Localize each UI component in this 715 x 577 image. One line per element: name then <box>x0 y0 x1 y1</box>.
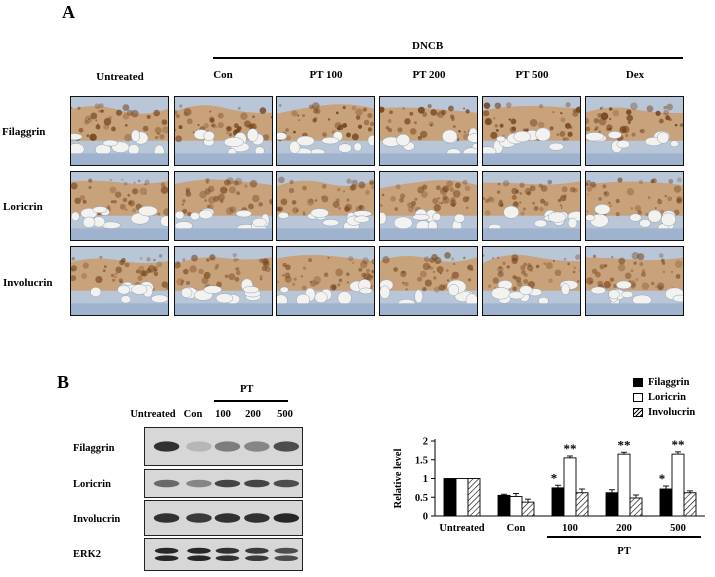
lane-label-500: 500 <box>277 409 293 420</box>
micrograph-involucrin-con <box>174 246 273 316</box>
bar-loricrin-con <box>509 496 523 517</box>
column-label-con: Con <box>213 69 233 81</box>
row-label-filaggrin: Filaggrin <box>2 126 46 138</box>
legend-label-filaggrin: Filaggrin <box>648 377 690 388</box>
panel-a-letter: A <box>62 2 75 22</box>
micrograph-involucrin-untreated <box>70 246 169 316</box>
bar-involucrin-100 <box>575 492 589 517</box>
legend-label-involucrin: Involucrin <box>648 407 696 418</box>
y-tick-label: 0 <box>423 512 428 523</box>
x-tick-label: 100 <box>562 523 578 534</box>
lane-label-untreated: Untreated <box>130 409 176 420</box>
bar-filaggrin-untreated <box>443 478 457 517</box>
bar-loricrin-untreated <box>455 478 469 517</box>
bar-involucrin-500 <box>683 492 697 517</box>
legend-item-loricrin: Loricrin <box>633 392 686 404</box>
bar-involucrin-200 <box>629 497 643 517</box>
panel-b-letter: B <box>57 372 70 392</box>
bar-filaggrin-100 <box>551 487 565 517</box>
bar-filaggrin-con <box>497 494 511 517</box>
blot-pt-bracket-line <box>214 400 288 402</box>
micrograph-loricrin-dex <box>585 171 684 241</box>
micrograph-loricrin-pt500 <box>482 171 581 241</box>
bar-loricrin-500 <box>671 453 685 517</box>
blot-row-label-erk2: ERK2 <box>73 549 102 560</box>
x-tick-label: 200 <box>616 523 632 534</box>
micrograph-loricrin-pt200 <box>379 171 478 241</box>
bar-loricrin-100 <box>563 457 577 517</box>
y-tick-label: 1.5 <box>415 455 428 466</box>
y-tick-label: 0.5 <box>415 493 428 504</box>
x-tick-label: Untreated <box>439 523 484 534</box>
micrograph-loricrin-con <box>174 171 273 241</box>
blot-strip-involucrin <box>144 500 303 536</box>
micrograph-loricrin-untreated <box>70 171 169 241</box>
micrograph-filaggrin-con <box>174 96 273 166</box>
y-tick-label: 1 <box>423 474 428 485</box>
lane-label-100: 100 <box>215 409 231 420</box>
micrograph-filaggrin-pt500 <box>482 96 581 166</box>
legend-label-loricrin: Loricrin <box>648 392 686 403</box>
bar-filaggrin-500 <box>659 488 673 517</box>
significance-marker: * <box>659 471 666 486</box>
blot-strip-loricrin <box>144 469 303 498</box>
blot-row-label-involucrin: Involucrin <box>73 514 121 525</box>
bar-involucrin-untreated <box>467 478 481 517</box>
significance-marker: ** <box>564 441 577 456</box>
column-label-dex: Dex <box>625 69 645 81</box>
legend-swatch-filaggrin <box>633 378 643 387</box>
significance-marker: ** <box>618 437 631 452</box>
micrograph-filaggrin-untreated <box>70 96 169 166</box>
pt-group-label: PT <box>617 546 630 557</box>
legend-swatch-involucrin <box>633 408 643 417</box>
micrograph-filaggrin-pt100 <box>276 96 375 166</box>
column-label-untreated: Untreated <box>96 71 144 83</box>
row-label-involucrin: Involucrin <box>3 277 53 289</box>
legend-item-involucrin: Involucrin <box>633 407 695 419</box>
blot-strip-erk2 <box>144 538 303 571</box>
bar-involucrin-con <box>521 501 535 517</box>
column-label-pt500: PT 500 <box>515 69 549 81</box>
blot-row-label-filaggrin: Filaggrin <box>73 443 115 454</box>
blot-strip-filaggrin <box>144 427 303 466</box>
significance-marker: * <box>551 470 558 485</box>
micrograph-filaggrin-pt200 <box>379 96 478 166</box>
row-label-loricrin: Loricrin <box>3 201 43 213</box>
blot-row-label-loricrin: Loricrin <box>73 479 111 490</box>
x-tick-label: 500 <box>670 523 686 534</box>
x-tick-label: Con <box>507 523 526 534</box>
y-axis-title: Relative level <box>393 449 404 509</box>
micrograph-involucrin-dex <box>585 246 684 316</box>
relative-level-bar-chart: 0 0.5 1 1.5 2 Relative level Untreated Con 100 20… <box>393 437 705 557</box>
lane-label-200: 200 <box>245 409 261 420</box>
column-label-pt100: PT 100 <box>309 69 343 81</box>
dncb-bracket-line <box>213 57 683 59</box>
micrograph-filaggrin-dex <box>585 96 684 166</box>
micrograph-involucrin-pt100 <box>276 246 375 316</box>
lane-label-con: Con <box>183 409 203 420</box>
micrograph-loricrin-pt100 <box>276 171 375 241</box>
micrograph-involucrin-pt200 <box>379 246 478 316</box>
significance-marker: ** <box>672 437 685 452</box>
bar-filaggrin-200 <box>605 492 619 517</box>
legend-swatch-loricrin <box>633 393 643 402</box>
dncb-label: DNCB <box>412 40 444 52</box>
micrograph-involucrin-pt500 <box>482 246 581 316</box>
y-tick-label: 2 <box>423 437 428 448</box>
legend-item-filaggrin: Filaggrin <box>633 377 689 389</box>
column-label-pt200: PT 200 <box>412 69 446 81</box>
blot-pt-label: PT <box>240 384 254 395</box>
bar-loricrin-200 <box>617 453 631 517</box>
